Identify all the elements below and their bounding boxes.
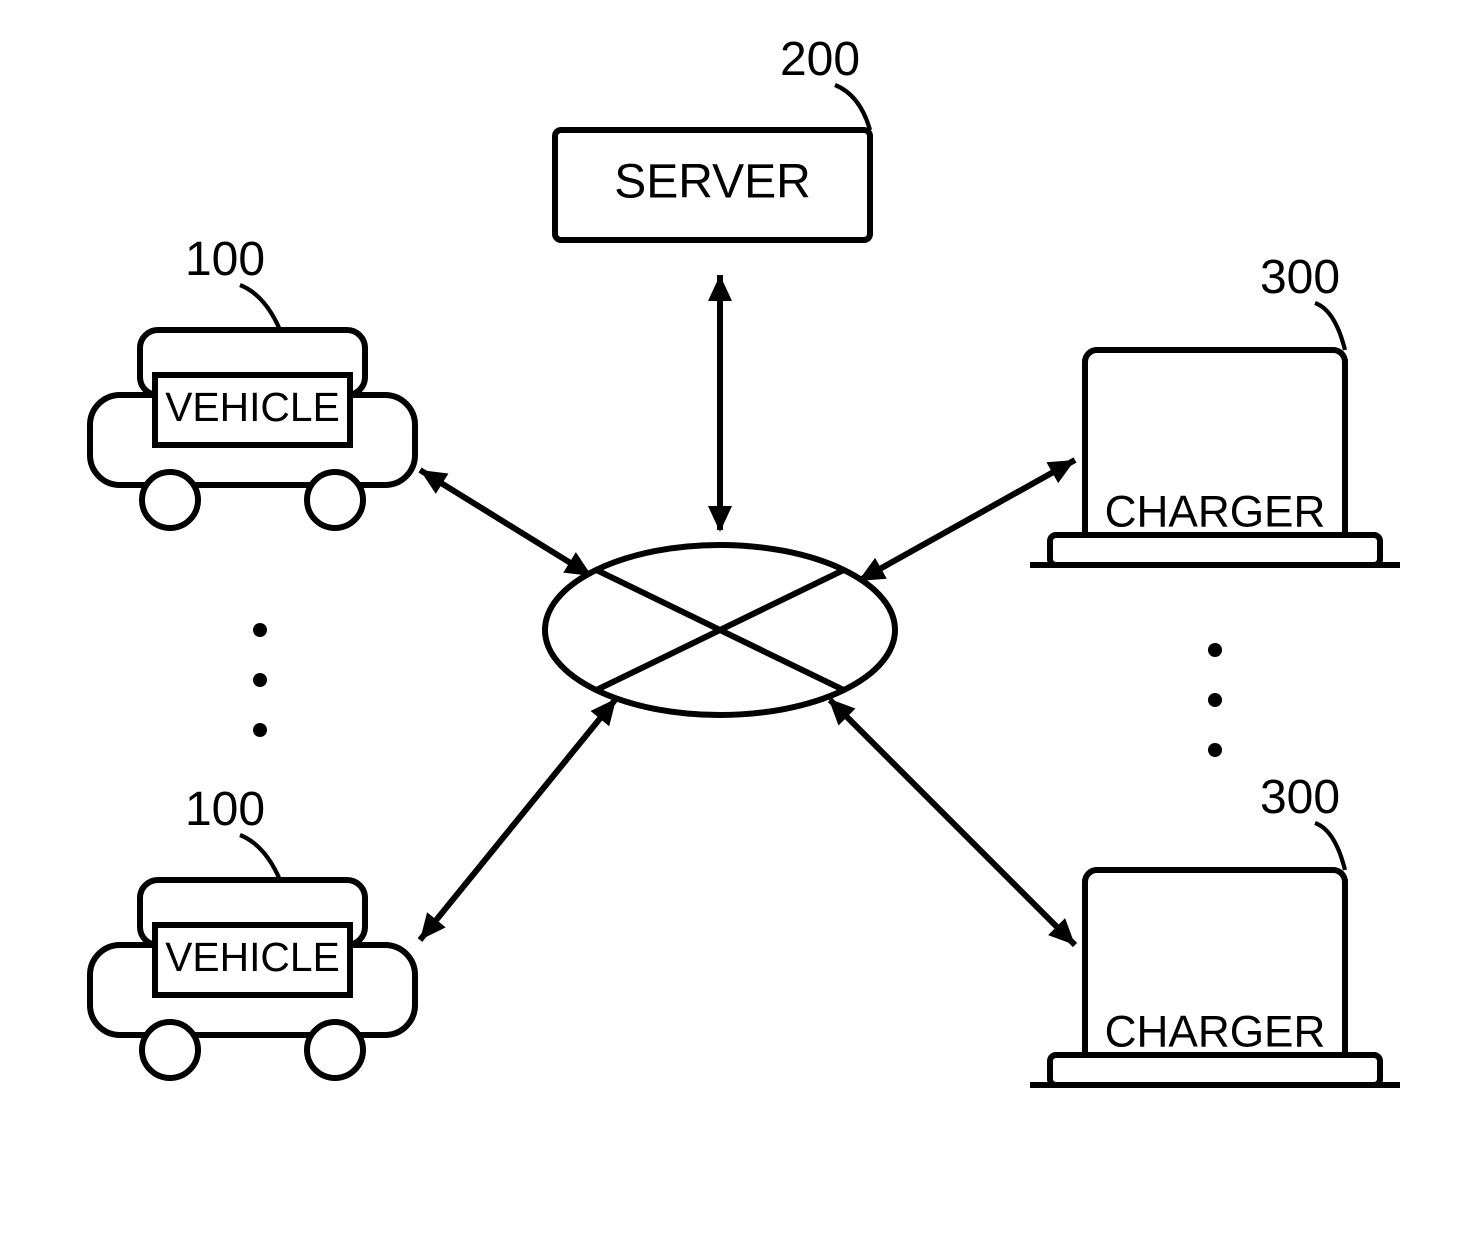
charger-1: CHARGER (1030, 350, 1400, 565)
vehicle-1-label: VEHICLE (165, 384, 340, 430)
charger-1-label: CHARGER (1105, 488, 1326, 537)
vehicle-1-wheel (142, 472, 198, 528)
vehicle-2-wheel (142, 1022, 198, 1078)
server-ref-number: 200 (780, 33, 860, 86)
charger-2: CHARGER (1030, 870, 1400, 1085)
server-lead-line (835, 85, 870, 130)
ellipsis-right (1208, 693, 1222, 707)
ellipsis-right (1208, 643, 1222, 657)
vehicle-1-wheel (307, 472, 363, 528)
vehicle-1-lead-line (240, 285, 280, 330)
charger-2-lead-line (1315, 823, 1345, 870)
vehicle-2-lead-line (240, 835, 280, 880)
server-label: SERVER (614, 156, 811, 209)
vehicle-2: VEHICLE (90, 880, 415, 1078)
ellipsis-left (253, 723, 267, 737)
connection-arrow (420, 470, 590, 575)
ellipsis-left (253, 673, 267, 687)
vehicle-1-ref-number: 100 (185, 233, 265, 286)
connection-arrow (420, 700, 615, 940)
vehicle-1: VEHICLE (90, 330, 415, 528)
ellipsis-left (253, 623, 267, 637)
charger-2-label: CHARGER (1105, 1008, 1326, 1057)
vehicle-2-ref-number: 100 (185, 783, 265, 836)
charger-1-ref-number: 300 (1260, 251, 1340, 304)
charger-1-lead-line (1315, 303, 1345, 350)
ellipsis-right (1208, 743, 1222, 757)
connection-arrow (830, 700, 1075, 945)
vehicle-2-wheel (307, 1022, 363, 1078)
charger-2-ref-number: 300 (1260, 771, 1340, 824)
vehicle-2-label: VEHICLE (165, 934, 340, 980)
